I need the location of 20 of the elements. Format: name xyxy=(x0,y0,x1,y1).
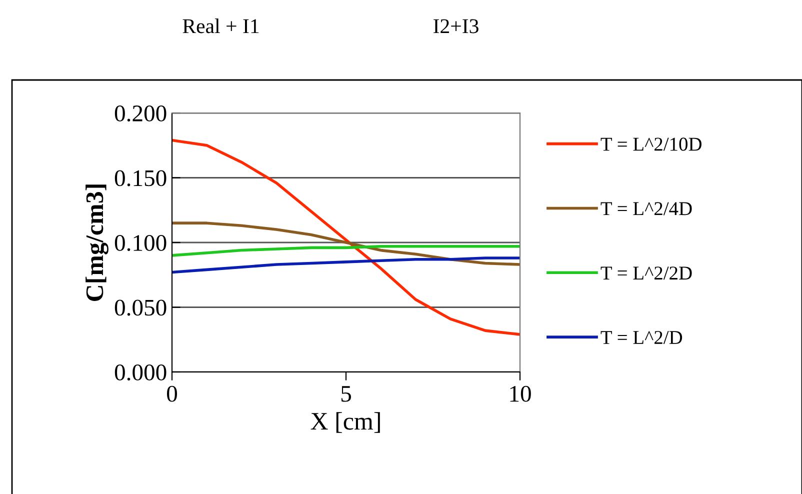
line-series xyxy=(172,244,520,257)
y-tick-label: 0.000 xyxy=(114,364,166,381)
y-tick-label: 0.100 xyxy=(114,234,166,252)
x-tick-label: 0 xyxy=(166,386,178,402)
x-tick-label: 5 xyxy=(341,386,351,402)
line-series xyxy=(172,222,520,266)
x-axis-title: X [cm] xyxy=(310,412,380,433)
text: I2+I3 xyxy=(434,19,478,34)
y-tick-label: 0.200 xyxy=(114,105,166,122)
y-tick-label: 0.150 xyxy=(114,170,166,186)
text: Real + I1 xyxy=(182,18,259,34)
legend-label: T = L^2/2D xyxy=(600,266,692,280)
line-series xyxy=(172,138,520,336)
legend-label: T = L^2/10D xyxy=(600,138,702,151)
legend-label: T = L^2/4D xyxy=(600,202,692,216)
y-tick-label: 0.050 xyxy=(114,300,166,316)
legend-label: T = L^2/D xyxy=(600,330,682,344)
x-tick-label: 10 xyxy=(510,386,531,402)
line-series xyxy=(172,256,520,274)
y-axis-title: C[mg/cm3] xyxy=(86,184,108,301)
